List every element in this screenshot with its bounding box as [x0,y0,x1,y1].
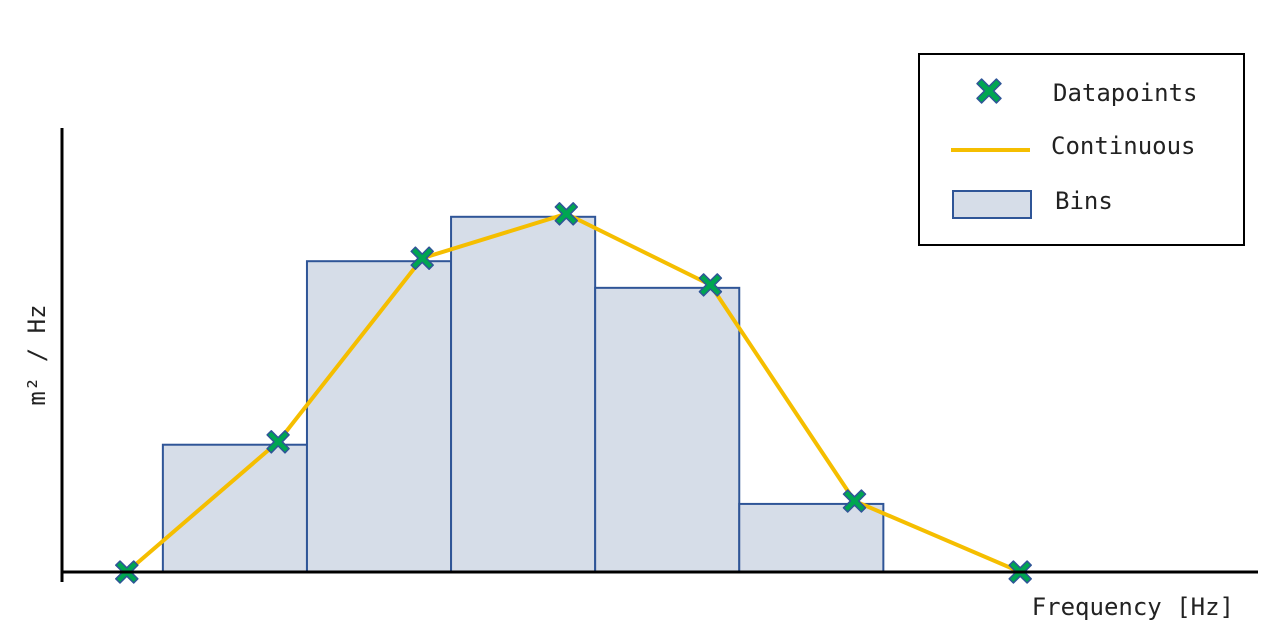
datapoint-marker-4 [554,202,579,226]
legend-bins-label: Bins [1055,187,1113,215]
legend: Datapoints Continuous Bins [918,53,1245,246]
legend-bins-swatch-icon [952,190,1032,219]
datapoint-marker-6 [842,489,867,513]
bin-bar-2 [305,260,453,573]
legend-datapoints-label: Datapoints [1053,79,1198,107]
datapoint-marker-2 [266,430,290,454]
bin-bar-3 [450,215,597,574]
x-axis-label: Frequency [Hz] [1032,593,1234,621]
legend-datapoint-marker [976,78,1002,104]
bins-layer [161,215,885,574]
legend-continuous-label: Continuous [1051,132,1196,160]
datapoint-markers-layer [115,202,1032,584]
legend-datapoints-marker-icon [976,78,1002,104]
bin-bar-4 [594,286,741,573]
datapoint-marker-5 [698,273,723,297]
bin-bar-1 [161,443,308,573]
axes [60,128,1258,582]
datapoint-marker-3 [410,246,434,270]
y-axis-label: m² / Hz [23,304,51,405]
bin-bar-5 [738,502,885,574]
